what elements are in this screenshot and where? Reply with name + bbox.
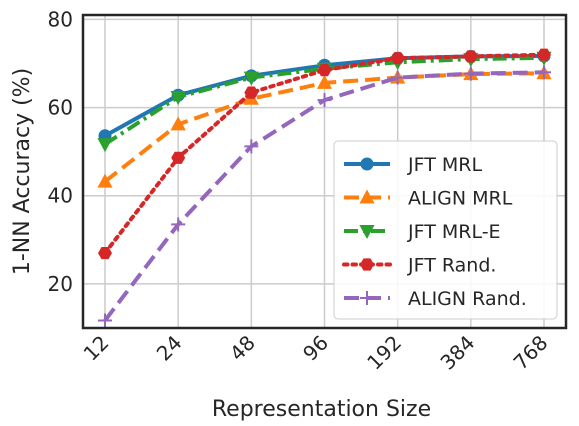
- legend-label-jft-mrl-e: JFT MRL-E: [407, 221, 501, 243]
- data-point-align-mrl: [97, 173, 113, 188]
- legend-entry-align-mrl: ALIGN MRL: [344, 188, 513, 210]
- legend-marker-align-mrl: [359, 189, 375, 204]
- legend-entry-jft-rand: JFT Rand.: [342, 255, 496, 277]
- data-point-jft-rand: [244, 86, 259, 99]
- data-point-jft-mrl-e: [243, 71, 259, 86]
- data-point-align-rand: [317, 93, 332, 108]
- legend-label-align-rand: ALIGN Rand.: [408, 288, 527, 310]
- data-point-jft-rand: [98, 247, 112, 260]
- y-tick-label: 20: [48, 272, 73, 296]
- series-jft-rand: [98, 48, 551, 260]
- series-layer: [97, 48, 552, 328]
- legend-marker-jft-rand: [360, 258, 374, 271]
- data-point-align-rand: [463, 66, 478, 81]
- legend-box: [333, 140, 558, 320]
- legend-marker-align-rand: [360, 291, 374, 305]
- y-tick-label: 60: [48, 96, 73, 120]
- legend-marker-jft-mrl: [360, 157, 374, 171]
- y-tick-label: 80: [48, 7, 73, 31]
- plot-frame: [81, 13, 568, 330]
- y-tick-label: 40: [48, 184, 73, 208]
- data-point-jft-rand: [463, 50, 478, 63]
- data-point-jft-rand: [317, 64, 332, 77]
- legend-label-align-mrl: ALIGN MRL: [408, 188, 513, 210]
- data-point-align-rand: [537, 65, 551, 80]
- data-point-align-mrl: [316, 74, 333, 89]
- legend-marker-jft-mrl-e: [359, 225, 375, 239]
- data-point-jft-rand: [171, 151, 186, 164]
- data-point-align-rand: [244, 139, 259, 154]
- legend-entry-jft-mrl-e: JFT MRL-E: [344, 221, 501, 243]
- legend-label-jft-mrl: JFT MRL: [407, 154, 482, 176]
- x-axis-label: Representation Size: [212, 397, 431, 422]
- data-point-jft-rand: [537, 48, 551, 61]
- data-point-align-rand: [98, 313, 112, 328]
- legend: JFT MRL ALIGN MRL JFT MRL-E JFT Rand. ALIGN …: [333, 140, 558, 320]
- data-point-align-rand: [171, 217, 186, 232]
- data-point-align-rand: [390, 70, 405, 85]
- data-point-jft-mrl-e: [170, 90, 186, 105]
- legend-label-jft-rand: JFT Rand.: [407, 255, 496, 277]
- y-axis-label: 1-NN Accuracy (%): [10, 68, 35, 275]
- legend-entry-align-rand: ALIGN Rand.: [344, 288, 527, 310]
- series-align-rand: [98, 65, 551, 328]
- legend-entry-jft-mrl: JFT MRL: [344, 154, 482, 176]
- data-point-jft-rand: [390, 52, 405, 65]
- data-point-align-mrl: [170, 116, 186, 131]
- data-point-jft-mrl-e: [97, 138, 113, 153]
